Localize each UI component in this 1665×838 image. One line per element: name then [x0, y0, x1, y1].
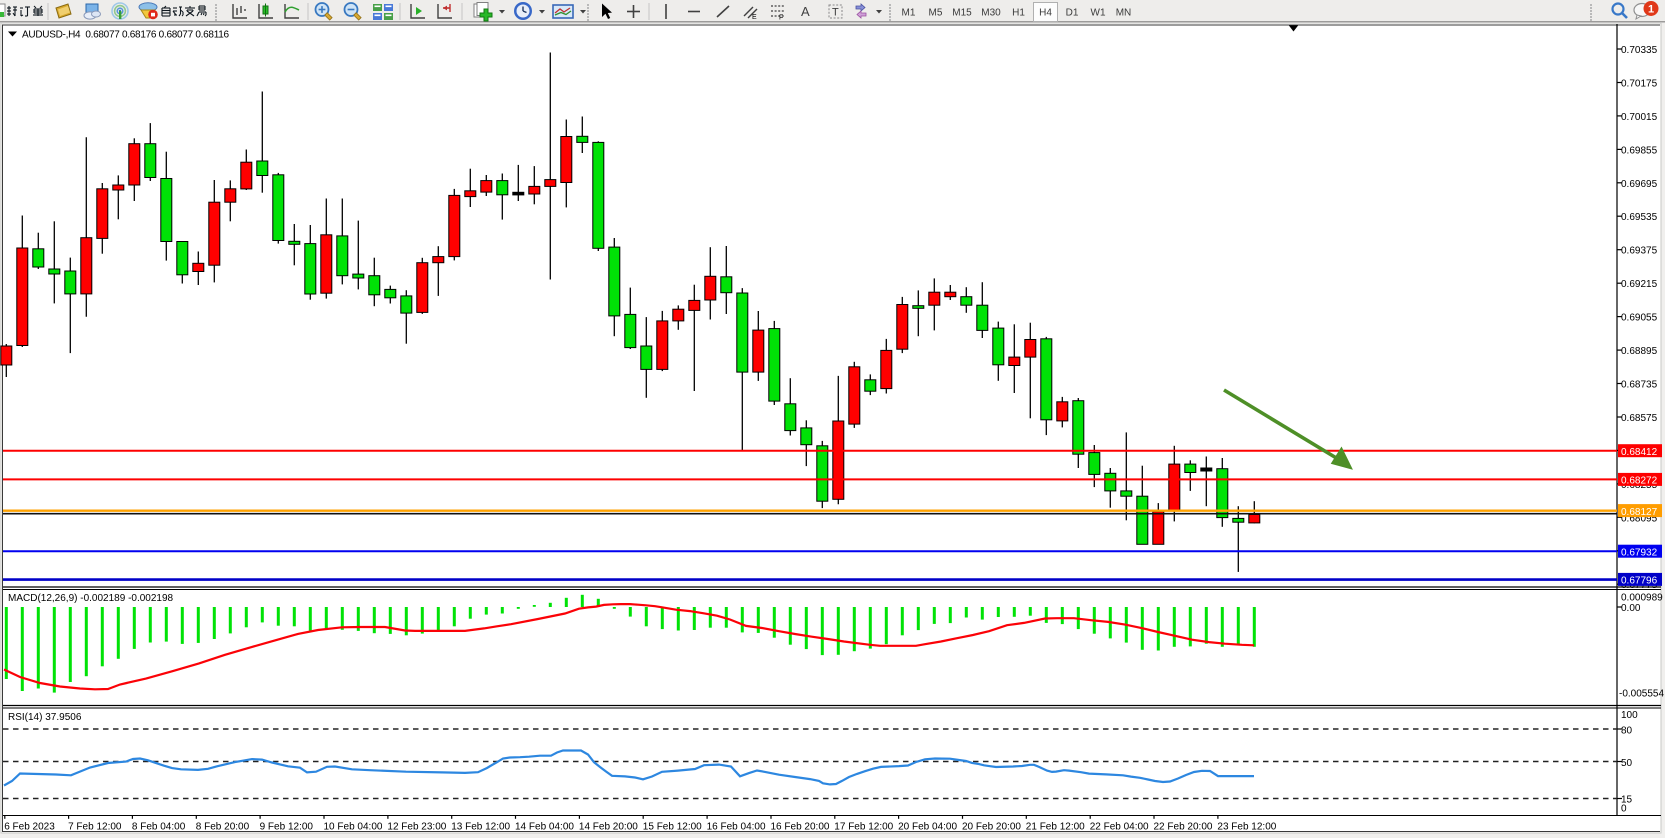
svg-text:0.000989: 0.000989	[1621, 593, 1663, 604]
svg-text:0.69215: 0.69215	[1621, 279, 1658, 290]
svg-text:20 Feb 04:00: 20 Feb 04:00	[898, 822, 957, 833]
svg-text:M15: M15	[952, 8, 972, 19]
svg-text:80: 80	[1621, 726, 1633, 737]
svg-text:AUDUSD-,H4 0.68077 0.68176 0.: AUDUSD-,H4 0.68077 0.68176 0.68077 0.681…	[22, 30, 230, 41]
svg-text:0.68272: 0.68272	[1621, 476, 1658, 487]
svg-text:13 Feb 12:00: 13 Feb 12:00	[451, 822, 510, 833]
svg-text:E: E	[752, 14, 757, 21]
svg-text:0.67932: 0.67932	[1621, 547, 1658, 558]
svg-text:H1: H1	[1012, 8, 1025, 19]
svg-text:D1: D1	[1066, 8, 1079, 19]
svg-text:14 Feb 04:00: 14 Feb 04:00	[515, 822, 574, 833]
svg-text:0: 0	[1621, 804, 1627, 815]
svg-text:0.68412: 0.68412	[1621, 447, 1658, 458]
svg-text:8 Feb 04:00: 8 Feb 04:00	[132, 822, 186, 833]
svg-text:50: 50	[1621, 758, 1633, 769]
svg-text:12 Feb 23:00: 12 Feb 23:00	[387, 822, 446, 833]
svg-text:MN: MN	[1116, 8, 1132, 19]
svg-text:0.69695: 0.69695	[1621, 179, 1658, 190]
svg-text:0.68095: 0.68095	[1621, 513, 1658, 524]
svg-text:7 Feb 12:00: 7 Feb 12:00	[68, 822, 122, 833]
svg-text:0.00: 0.00	[1621, 603, 1641, 614]
svg-text:W1: W1	[1091, 8, 1106, 19]
svg-text:23 Feb 12:00: 23 Feb 12:00	[1217, 822, 1276, 833]
svg-text:-0.005554: -0.005554	[1619, 688, 1664, 699]
svg-text:15 Feb 12:00: 15 Feb 12:00	[643, 822, 702, 833]
svg-text:0.70335: 0.70335	[1621, 45, 1658, 56]
svg-text:T: T	[832, 7, 839, 19]
svg-text:0.70015: 0.70015	[1621, 112, 1658, 123]
svg-text:0.69535: 0.69535	[1621, 212, 1658, 223]
svg-text:16 Feb 04:00: 16 Feb 04:00	[707, 822, 766, 833]
svg-text:6 Feb 2023: 6 Feb 2023	[4, 822, 55, 833]
svg-text:H4: H4	[1039, 8, 1052, 19]
svg-text:10 Feb 04:00: 10 Feb 04:00	[324, 822, 383, 833]
svg-text:8 Feb 20:00: 8 Feb 20:00	[196, 822, 250, 833]
svg-text:M1: M1	[902, 8, 916, 19]
svg-text:0.69055: 0.69055	[1621, 313, 1658, 324]
svg-text:M5: M5	[929, 8, 943, 19]
svg-text:14 Feb 20:00: 14 Feb 20:00	[579, 822, 638, 833]
svg-text:20 Feb 20:00: 20 Feb 20:00	[962, 822, 1021, 833]
svg-text:1: 1	[1648, 4, 1654, 16]
svg-text:22 Feb 04:00: 22 Feb 04:00	[1090, 822, 1149, 833]
svg-text:0.68127: 0.68127	[1621, 507, 1658, 518]
svg-text:0.67796: 0.67796	[1621, 576, 1658, 587]
svg-text:F: F	[779, 15, 783, 22]
svg-text:M30: M30	[981, 8, 1001, 19]
svg-text:15: 15	[1621, 795, 1633, 806]
svg-text:22 Feb 20:00: 22 Feb 20:00	[1154, 822, 1213, 833]
svg-text:17 Feb 12:00: 17 Feb 12:00	[834, 822, 893, 833]
svg-text:9 Feb 12:00: 9 Feb 12:00	[260, 822, 314, 833]
svg-text:0.68735: 0.68735	[1621, 380, 1658, 391]
svg-text:0.69855: 0.69855	[1621, 145, 1658, 156]
svg-text:RSI(14) 37.9506: RSI(14) 37.9506	[8, 712, 82, 723]
svg-text:0.69375: 0.69375	[1621, 246, 1658, 257]
svg-text:0.70175: 0.70175	[1621, 79, 1658, 90]
svg-text:0.68895: 0.68895	[1621, 346, 1658, 357]
svg-text:0.68575: 0.68575	[1621, 413, 1658, 424]
svg-text:21 Feb 12:00: 21 Feb 12:00	[1026, 822, 1085, 833]
svg-text:A: A	[801, 4, 810, 19]
svg-text:100: 100	[1621, 710, 1638, 721]
svg-text:MACD(12,26,9) -0.002189 -0.002: MACD(12,26,9) -0.002189 -0.002198	[8, 593, 174, 604]
svg-text:16 Feb 20:00: 16 Feb 20:00	[771, 822, 830, 833]
